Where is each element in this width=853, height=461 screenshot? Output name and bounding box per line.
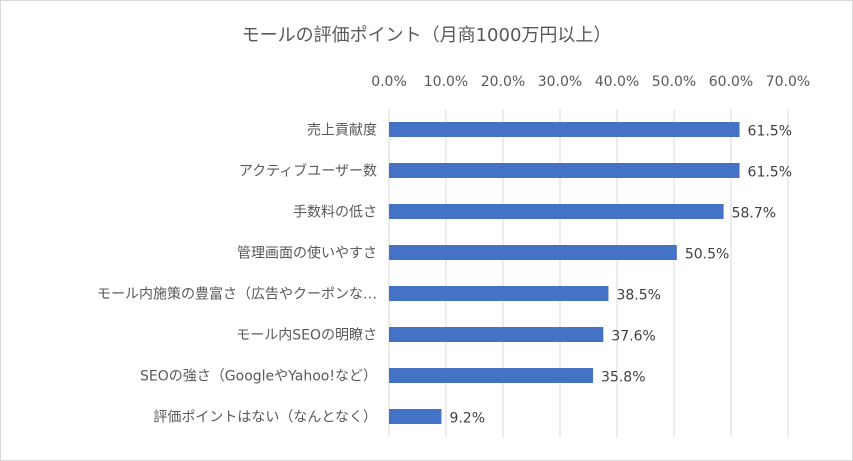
x-tick-label: 30.0% xyxy=(538,74,582,90)
category-label: モール内SEOの明瞭さ xyxy=(236,328,377,344)
bar xyxy=(389,163,740,178)
data-label: 61.5% xyxy=(748,124,792,140)
data-label: 35.8% xyxy=(601,370,645,386)
x-tick-label: 10.0% xyxy=(424,74,468,90)
x-tick-label: 20.0% xyxy=(481,74,525,90)
data-label: 50.5% xyxy=(685,247,729,263)
bar xyxy=(389,409,442,424)
x-tick-label: 50.0% xyxy=(652,74,696,90)
category-label: SEOの強さ（GoogleやYahoo!など） xyxy=(140,369,377,385)
bar xyxy=(389,286,609,301)
x-tick-label: 70.0% xyxy=(766,74,810,90)
category-label: モール内施策の豊富さ（広告やクーポンな… xyxy=(97,286,377,303)
x-tick-label: 0.0% xyxy=(371,74,407,90)
category-label: 売上貢献度 xyxy=(307,123,377,139)
category-label: アクティブユーザー数 xyxy=(239,163,377,180)
category-label: 手数料の低さ xyxy=(293,205,377,221)
x-tick-label: 40.0% xyxy=(595,74,639,90)
x-tick-label: 60.0% xyxy=(709,74,753,90)
bar xyxy=(389,204,724,219)
category-label: 管理画面の使いやすさ xyxy=(237,245,377,262)
data-label: 61.5% xyxy=(748,165,792,181)
bar xyxy=(389,245,677,260)
chart-title: モールの評価ポイント（月商1000万円以上） xyxy=(241,25,612,46)
data-label: 38.5% xyxy=(616,288,660,304)
bar xyxy=(389,368,594,383)
data-label: 9.2% xyxy=(449,411,485,427)
data-label: 37.6% xyxy=(611,329,655,345)
category-label: 評価ポイントはない（なんとなく） xyxy=(153,410,377,426)
bar xyxy=(389,122,740,137)
data-label: 58.7% xyxy=(732,206,776,222)
bar xyxy=(389,327,604,342)
